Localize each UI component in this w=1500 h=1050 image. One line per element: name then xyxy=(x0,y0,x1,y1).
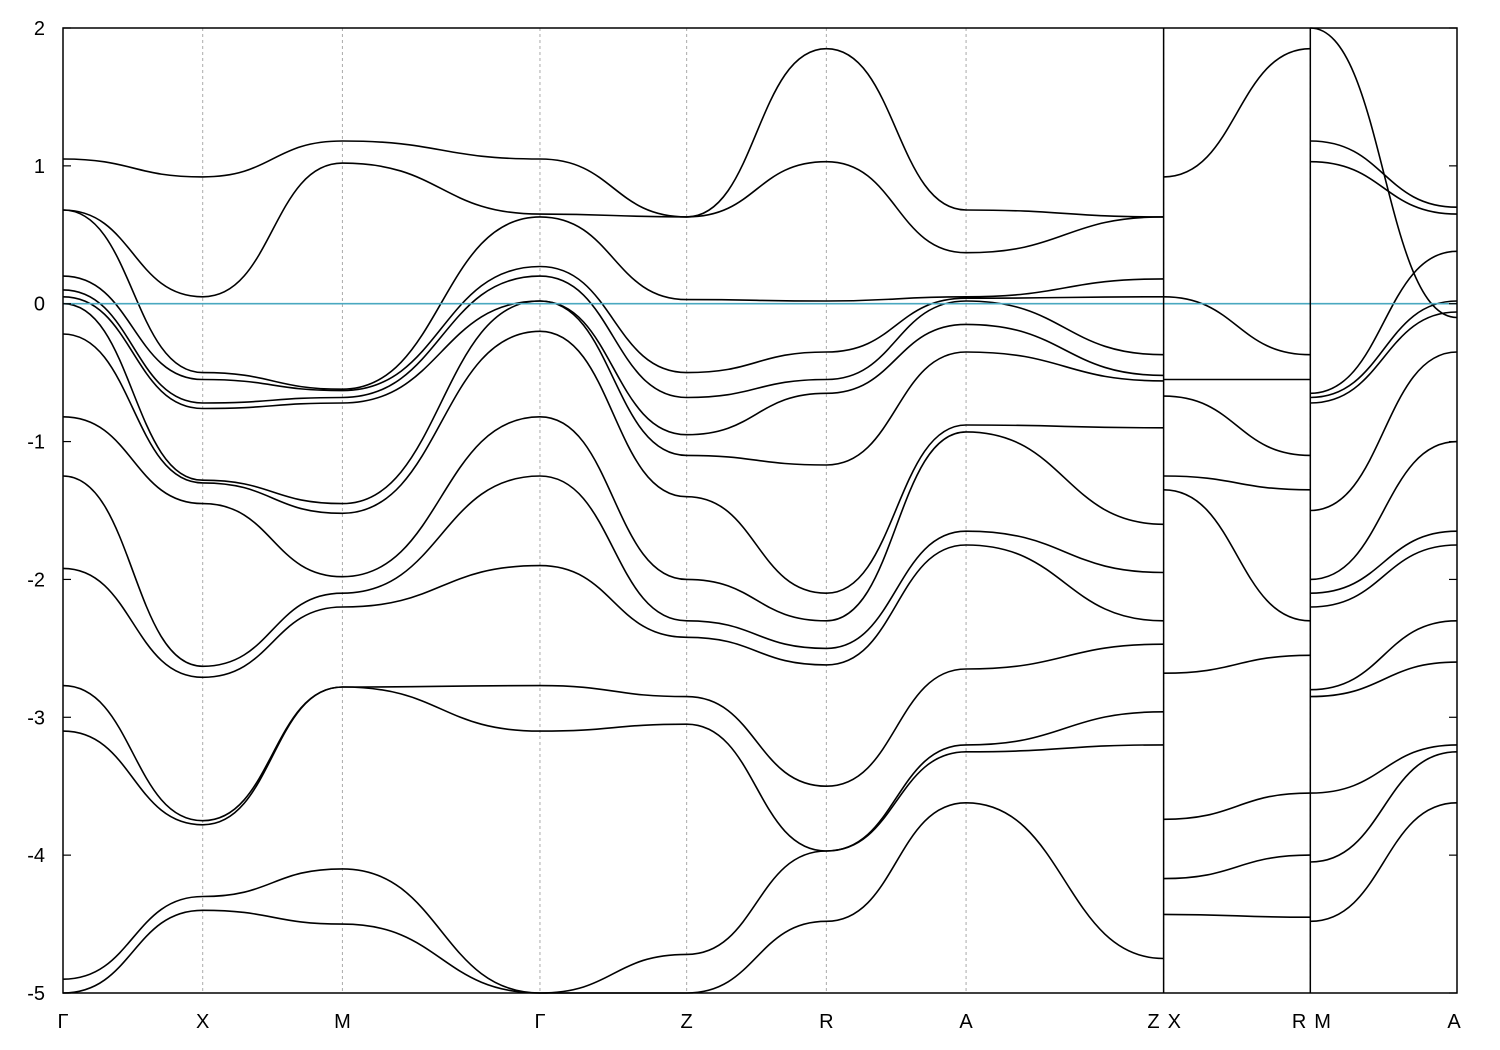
x-tick-label: A xyxy=(1447,1011,1461,1033)
band-line xyxy=(1310,440,1458,581)
y-tick-label: 0 xyxy=(34,294,45,316)
y-tick-label: -3 xyxy=(27,707,45,729)
band-line xyxy=(1310,311,1458,404)
x-tick-label: Γ xyxy=(534,1011,545,1033)
y-tick-label: 2 xyxy=(34,18,45,40)
y-tick-label: 1 xyxy=(34,156,45,178)
band-line xyxy=(62,47,1164,218)
y-axis-ticks: 2 1 0 -1 -2 -3 -4 -5 xyxy=(27,18,1457,1005)
kpoint-gridlines xyxy=(202,28,1311,993)
band-line xyxy=(1163,47,1311,178)
band-line xyxy=(1310,544,1458,608)
x-tick-label: R xyxy=(1292,1011,1306,1033)
band-line xyxy=(62,275,1164,404)
x-tick-label: Γ xyxy=(57,1011,68,1033)
x-tick-label: R xyxy=(819,1011,833,1033)
band-line xyxy=(1310,620,1458,691)
x-tick-label: M xyxy=(334,1011,351,1033)
y-tick-label: -2 xyxy=(27,569,45,591)
band-line xyxy=(1310,351,1458,512)
segment-separators xyxy=(1162,28,1312,993)
band-line xyxy=(1310,27,1458,319)
band-line xyxy=(62,802,1164,994)
band-lines xyxy=(62,27,1458,994)
band-line xyxy=(62,160,1164,298)
band-line xyxy=(62,209,1164,390)
band-line xyxy=(1310,802,1458,923)
y-tick-label: -4 xyxy=(27,845,45,867)
band-line xyxy=(62,643,1164,822)
band-line xyxy=(62,744,1164,994)
plot-frame xyxy=(62,27,1458,994)
band-line xyxy=(1310,751,1458,863)
band-line xyxy=(1310,661,1458,698)
y-tick-label: -5 xyxy=(27,983,45,1005)
band-line xyxy=(1310,744,1458,794)
band-line xyxy=(62,416,1164,622)
band-line xyxy=(1163,854,1311,880)
band-line xyxy=(1163,475,1311,491)
x-tick-label: X xyxy=(1168,1011,1181,1033)
band-line xyxy=(62,686,1164,852)
band-line xyxy=(62,265,1164,392)
x-tick-label: Z xyxy=(681,1011,693,1033)
band-line xyxy=(1163,489,1311,622)
band-line xyxy=(62,300,1164,505)
x-tick-label: A xyxy=(959,1011,973,1033)
band-line xyxy=(1310,530,1458,594)
band-line xyxy=(62,544,1164,679)
x-tick-label: Z xyxy=(1147,1011,1159,1033)
band-line xyxy=(1163,792,1311,821)
band-line xyxy=(1310,160,1458,215)
band-line xyxy=(1163,654,1311,674)
band-line xyxy=(62,475,1164,668)
x-tick-label: M xyxy=(1314,1011,1331,1033)
band-line xyxy=(1163,913,1311,918)
x-tick-label: X xyxy=(196,1011,209,1033)
y-tick-label: -1 xyxy=(27,432,45,454)
band-line xyxy=(1163,395,1311,457)
band-line xyxy=(62,296,1164,436)
band-line xyxy=(62,330,1164,594)
band-line xyxy=(1310,250,1458,395)
band-line xyxy=(1163,296,1311,356)
